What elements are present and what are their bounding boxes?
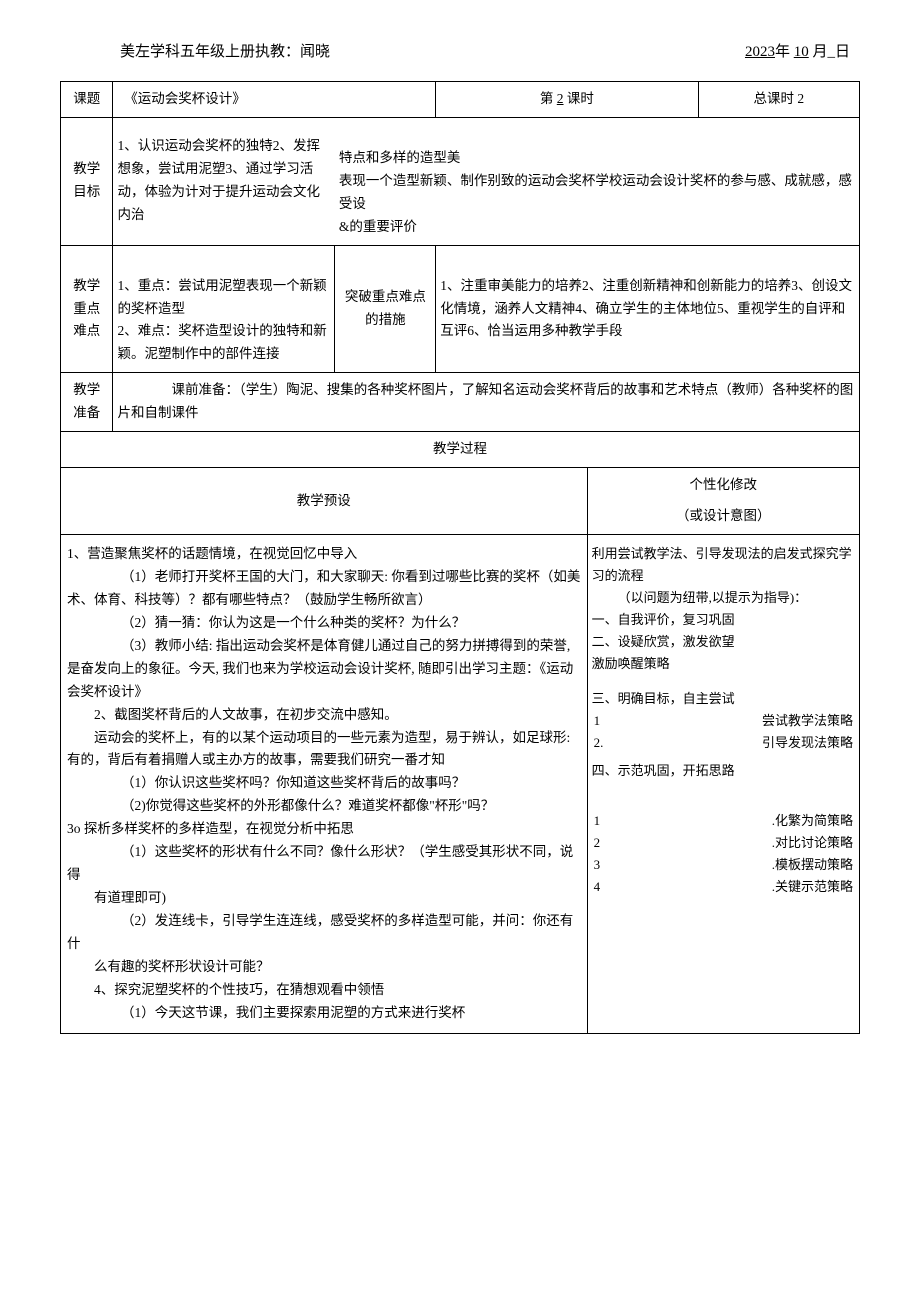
- topic-row: 课题 《运动会奖杯设计》 第 2 课时 总课时 2: [61, 82, 860, 118]
- process-title-row: 教学过程: [61, 432, 860, 468]
- document-header: 美左学科五年级上册执教：闻晓 2023年 10 月_日: [60, 40, 860, 61]
- focus-right: 1、注重审美能力的培养2、注重创新精神和创新能力的培养3、创设文化情境，涵养人文…: [436, 245, 860, 373]
- year: 2023: [745, 44, 775, 60]
- goal-label: 教学 目标: [61, 117, 113, 245]
- goal-right: 特点和多样的造型美 表现一个造型新颖、制作别致的运动会奖杯学校运动会设计奖杯的参…: [335, 117, 860, 245]
- lesson-plan-table: 课题 《运动会奖杯设计》 第 2 课时 总课时 2 教学 目标 1、认识运动会奖…: [60, 81, 860, 1034]
- prep-row: 教学 准备 课前准备：（学生）陶泥、搜集的各种奖杯图片，了解知名运动会奖杯背后的…: [61, 373, 860, 432]
- year-suffix: 年: [775, 44, 790, 60]
- period-cell: 第 2 课时: [436, 82, 698, 118]
- focus-row: 教学 重点 难点 1、重点：尝试用泥塑表现一个新颖的奖杯造型 2、难点：奖杯造型…: [61, 245, 860, 373]
- month-suffix: 月_日: [812, 44, 850, 60]
- process-sub-right: 个性化修改 （或设计意图）: [587, 468, 859, 535]
- focus-mid: 突破重点难点的措施: [335, 245, 436, 373]
- process-body-right: 利用尝试教学法、引导发现法的启发式探究学习的流程 （以问题为纽带,以提示为指导)…: [587, 535, 859, 1034]
- process-title: 教学过程: [61, 432, 860, 468]
- header-left-text: 美左学科五年级上册执教：闻晓: [120, 40, 330, 61]
- prep-label: 教学 准备: [61, 373, 113, 432]
- goal-left: 1、认识运动会奖杯的独特2、发挥想象，尝试用泥塑3、通过学习活动，体验为计对于提…: [113, 117, 335, 245]
- process-subheader-row: 教学预设 个性化修改 （或设计意图）: [61, 468, 860, 535]
- focus-label: 教学 重点 难点: [61, 245, 113, 373]
- process-sub-left: 教学预设: [61, 468, 588, 535]
- month: 10: [794, 44, 809, 60]
- goal-row: 教学 目标 1、认识运动会奖杯的独特2、发挥想象，尝试用泥塑3、通过学习活动，体…: [61, 117, 860, 245]
- prep-text: 课前准备：（学生）陶泥、搜集的各种奖杯图片，了解知名运动会奖杯背后的故事和艺术特…: [113, 373, 860, 432]
- header-date: 2023年 10 月_日: [745, 40, 850, 61]
- total-period-cell: 总课时 2: [698, 82, 859, 118]
- process-body-left: 1、营造聚焦奖杯的话题情境，在视觉回忆中导入 （1）老师打开奖杯王国的大门，和大…: [61, 535, 588, 1034]
- focus-left: 1、重点：尝试用泥塑表现一个新颖的奖杯造型 2、难点：奖杯造型设计的独特和新颖。…: [113, 245, 335, 373]
- topic-title: 《运动会奖杯设计》: [113, 82, 436, 118]
- topic-label: 课题: [61, 82, 113, 118]
- process-body-row: 1、营造聚焦奖杯的话题情境，在视觉回忆中导入 （1）老师打开奖杯王国的大门，和大…: [61, 535, 860, 1034]
